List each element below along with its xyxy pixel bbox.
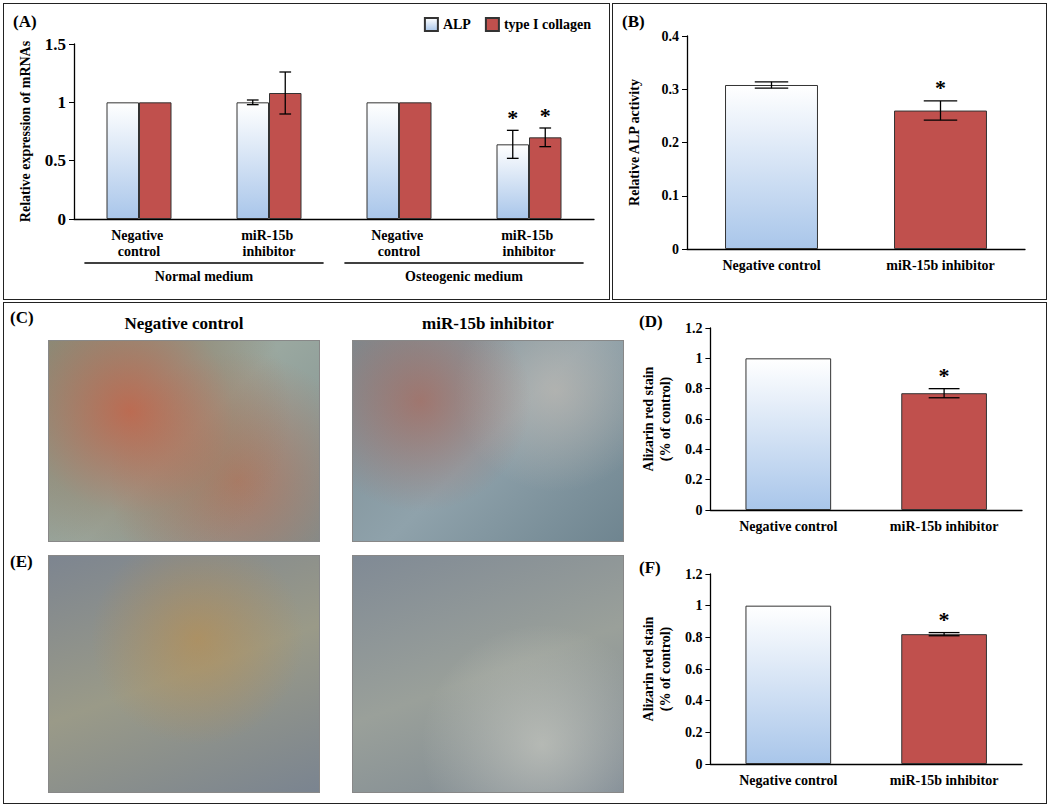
svg-text:0: 0 [672, 242, 679, 257]
svg-text:type I collagen: type I collagen [504, 17, 591, 32]
svg-text:miR-15b: miR-15b [501, 228, 557, 243]
svg-text:0.8: 0.8 [685, 630, 703, 645]
svg-text:miR-15b inhibitor: miR-15b inhibitor [886, 258, 995, 273]
svg-text:0: 0 [58, 210, 67, 229]
svg-text:(F): (F) [639, 558, 661, 577]
svg-text:0.2: 0.2 [685, 472, 703, 487]
svg-text:1: 1 [695, 351, 702, 366]
svg-text:(B): (B) [622, 12, 645, 31]
svg-text:1.5: 1.5 [45, 35, 66, 54]
svg-text:Alizarin red stain: Alizarin red stain [641, 616, 656, 721]
svg-text:1.2: 1.2 [685, 321, 703, 336]
svg-text:miR-15b inhibitor: miR-15b inhibitor [890, 773, 999, 788]
svg-text:1: 1 [695, 598, 702, 613]
svg-text:inhibitor: inhibitor [243, 244, 296, 259]
svg-text:miR-15b inhibitor: miR-15b inhibitor [890, 519, 999, 534]
svg-text:Negative control: Negative control [739, 519, 837, 534]
svg-text:0.1: 0.1 [662, 188, 680, 203]
svg-text:(% of control): (% of control) [658, 626, 674, 711]
svg-text:(A): (A) [13, 12, 37, 31]
svg-text:*: * [935, 75, 946, 100]
html-text:(C): (C) [10, 308, 34, 327]
svg-text:0.4: 0.4 [662, 29, 680, 44]
svg-text:0: 0 [695, 503, 702, 518]
html-text:miR-15b inhibitor: miR-15b inhibitor [422, 314, 554, 333]
svg-text:0.8: 0.8 [685, 381, 703, 396]
svg-text:*: * [540, 103, 551, 128]
svg-text:(% of control): (% of control) [658, 376, 674, 461]
svg-text:control: control [118, 244, 161, 259]
svg-text:*: * [507, 105, 518, 130]
svg-text:0.5: 0.5 [45, 151, 66, 170]
svg-text:*: * [939, 607, 950, 632]
svg-text:*: * [939, 363, 950, 388]
svg-text:0: 0 [695, 757, 702, 772]
svg-text:Osteogenic medium: Osteogenic medium [405, 269, 523, 284]
html-text:Negative control: Negative control [124, 314, 244, 333]
svg-text:Normal medium: Normal medium [155, 269, 254, 284]
svg-text:0.4: 0.4 [685, 442, 703, 457]
svg-text:0.3: 0.3 [662, 82, 680, 97]
svg-text:1: 1 [58, 93, 67, 112]
svg-text:1.2: 1.2 [685, 567, 703, 582]
svg-text:0.2: 0.2 [662, 135, 680, 150]
svg-text:(D): (D) [639, 312, 663, 331]
svg-text:0.6: 0.6 [685, 662, 703, 677]
svg-text:Relative expression of mRNAs: Relative expression of mRNAs [18, 40, 33, 222]
svg-text:Negative control: Negative control [722, 258, 820, 273]
svg-text:Negative: Negative [111, 228, 167, 243]
svg-text:Alizarin red stain: Alizarin red stain [641, 366, 656, 471]
svg-text:Negative: Negative [371, 228, 427, 243]
svg-text:0.4: 0.4 [685, 693, 703, 708]
svg-text:ALP: ALP [443, 17, 471, 32]
html-text:(E): (E) [10, 552, 33, 571]
svg-text:inhibitor: inhibitor [503, 244, 556, 259]
svg-text:miR-15b: miR-15b [241, 228, 297, 243]
svg-text:control: control [378, 244, 421, 259]
svg-text:Negative control: Negative control [739, 773, 837, 788]
svg-text:Relative ALP activity: Relative ALP activity [627, 79, 642, 206]
svg-text:0.6: 0.6 [685, 412, 703, 427]
svg-text:0.2: 0.2 [685, 725, 703, 740]
